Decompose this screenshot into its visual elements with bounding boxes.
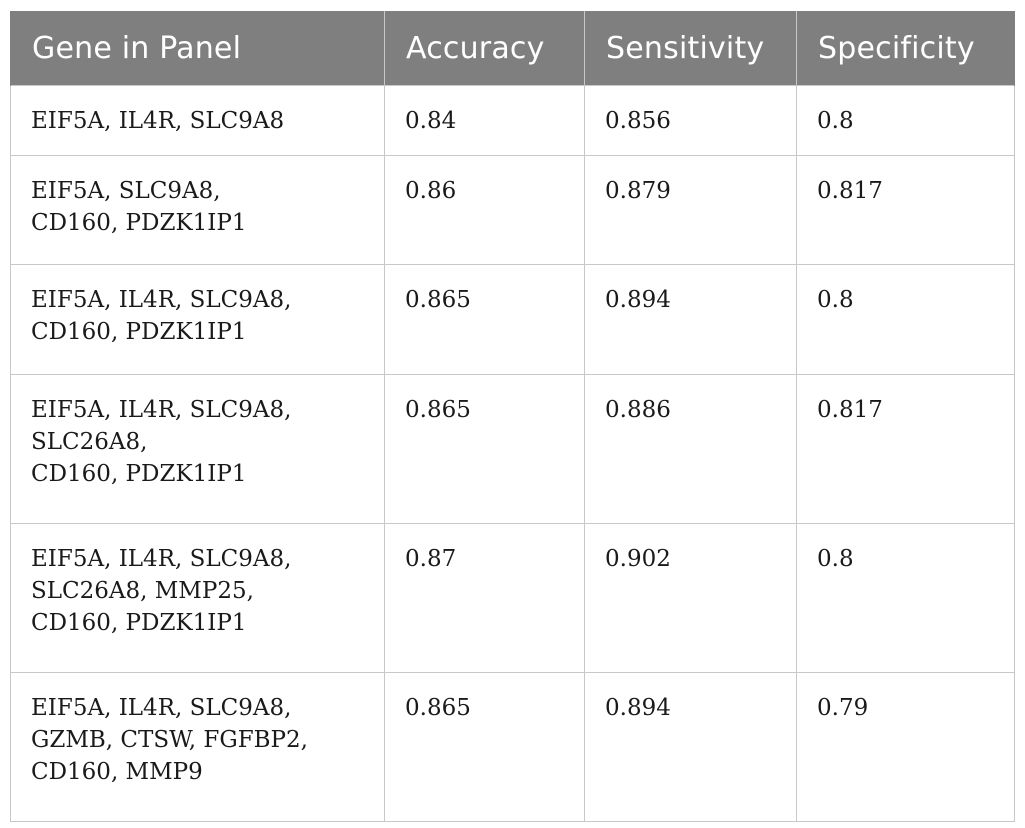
sensitivity-cell: 0.902 — [584, 523, 797, 673]
gene-line: CD160, PDZK1IP1 — [31, 461, 247, 487]
accuracy-cell: 0.865 — [384, 264, 585, 375]
gene-line: CD160, PDZK1IP1 — [31, 319, 247, 345]
gene-line: CD160, PDZK1IP1 — [31, 210, 247, 236]
gene-line: CD160, PDZK1IP1 — [31, 610, 247, 636]
gene-line: EIF5A, IL4R, SLC9A8, — [31, 546, 292, 572]
gene-panel-performance-table: Gene in Panel Accuracy Sensitivity Speci… — [10, 11, 1015, 822]
specificity-cell: 0.79 — [796, 672, 1015, 822]
gene-panel-cell: EIF5A, IL4R, SLC9A8, SLC26A8, CD160, PDZ… — [10, 374, 385, 524]
sensitivity-cell: 0.894 — [584, 672, 797, 822]
gene-line: GZMB, CTSW, FGFBP2, — [31, 727, 308, 753]
header-row: Gene in Panel Accuracy Sensitivity Speci… — [10, 11, 1015, 86]
table-row: EIF5A, IL4R, SLC9A8 0.84 0.856 0.8 — [10, 85, 1015, 156]
specificity-cell: 0.817 — [796, 155, 1015, 265]
gene-line: SLC26A8, — [31, 429, 148, 455]
gene-line: EIF5A, IL4R, SLC9A8, — [31, 397, 292, 423]
gene-panel-cell: EIF5A, SLC9A8, CD160, PDZK1IP1 — [10, 155, 385, 265]
gene-line: EIF5A, SLC9A8, — [31, 178, 221, 204]
gene-panel-cell: EIF5A, IL4R, SLC9A8, GZMB, CTSW, FGFBP2,… — [10, 672, 385, 822]
header-sensitivity: Sensitivity — [584, 11, 797, 86]
results-table-container: Gene in Panel Accuracy Sensitivity Speci… — [10, 11, 1015, 822]
specificity-cell: 0.8 — [796, 523, 1015, 673]
gene-line: EIF5A, IL4R, SLC9A8, — [31, 695, 292, 721]
gene-panel-cell: EIF5A, IL4R, SLC9A8 — [10, 85, 385, 156]
gene-line: EIF5A, IL4R, SLC9A8 — [31, 108, 285, 134]
table-header: Gene in Panel Accuracy Sensitivity Speci… — [10, 11, 1015, 86]
table-row: EIF5A, IL4R, SLC9A8, GZMB, CTSW, FGFBP2,… — [10, 672, 1015, 822]
header-accuracy: Accuracy — [384, 11, 585, 86]
sensitivity-cell: 0.886 — [584, 374, 797, 524]
specificity-cell: 0.817 — [796, 374, 1015, 524]
sensitivity-cell: 0.879 — [584, 155, 797, 265]
specificity-cell: 0.8 — [796, 264, 1015, 375]
accuracy-cell: 0.865 — [384, 374, 585, 524]
gene-panel-cell: EIF5A, IL4R, SLC9A8, SLC26A8, MMP25, CD1… — [10, 523, 385, 673]
gene-panel-cell: EIF5A, IL4R, SLC9A8, CD160, PDZK1IP1 — [10, 264, 385, 375]
specificity-cell: 0.8 — [796, 85, 1015, 156]
sensitivity-cell: 0.856 — [584, 85, 797, 156]
accuracy-cell: 0.87 — [384, 523, 585, 673]
table-row: EIF5A, SLC9A8, CD160, PDZK1IP1 0.86 0.87… — [10, 155, 1015, 265]
accuracy-cell: 0.865 — [384, 672, 585, 822]
table-row: EIF5A, IL4R, SLC9A8, SLC26A8, MMP25, CD1… — [10, 523, 1015, 673]
table-body: EIF5A, IL4R, SLC9A8 0.84 0.856 0.8 EIF5A… — [10, 85, 1015, 822]
accuracy-cell: 0.84 — [384, 85, 585, 156]
header-gene-in-panel: Gene in Panel — [10, 11, 385, 86]
accuracy-cell: 0.86 — [384, 155, 585, 265]
gene-line: EIF5A, IL4R, SLC9A8, — [31, 287, 292, 313]
sensitivity-cell: 0.894 — [584, 264, 797, 375]
gene-line: CD160, MMP9 — [31, 759, 203, 785]
gene-line: SLC26A8, MMP25, — [31, 578, 254, 604]
table-row: EIF5A, IL4R, SLC9A8, CD160, PDZK1IP1 0.8… — [10, 264, 1015, 375]
header-specificity: Specificity — [796, 11, 1015, 86]
table-row: EIF5A, IL4R, SLC9A8, SLC26A8, CD160, PDZ… — [10, 374, 1015, 524]
